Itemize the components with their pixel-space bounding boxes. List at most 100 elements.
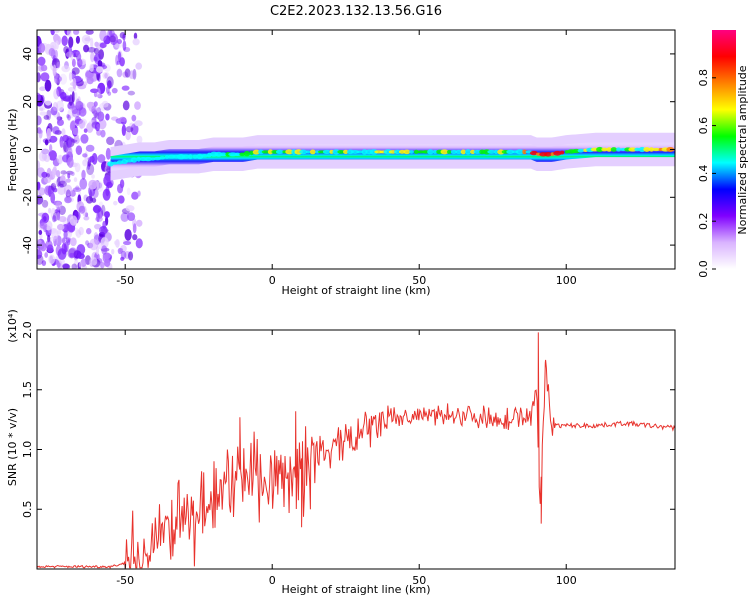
- noise-blob: [37, 254, 44, 266]
- noise-blob: [70, 237, 77, 247]
- noise-blob: [111, 87, 118, 94]
- noise-blob: [89, 238, 99, 251]
- noise-blob: [63, 184, 73, 196]
- noise-blob: [44, 139, 49, 146]
- band-hotspot: [652, 147, 661, 152]
- noise-blob: [59, 73, 68, 85]
- noise-blob: [39, 242, 47, 252]
- band-hotspot: [610, 147, 617, 152]
- noise-blob: [122, 100, 130, 111]
- noise-blob: [135, 62, 143, 70]
- colorbar-label: Normalized spectral amplitude: [736, 65, 749, 234]
- noise-blob: [52, 126, 60, 135]
- noise-blob: [81, 169, 86, 180]
- noise-blob: [44, 79, 52, 92]
- noise-blob: [83, 81, 88, 86]
- noise-blob: [37, 115, 42, 126]
- noise-blob: [90, 51, 95, 63]
- noise-blob: [118, 116, 127, 123]
- spectrogram-ticks: -50 0 50 100 -40 -20 0 20 40: [21, 30, 675, 287]
- noise-blob: [131, 191, 139, 200]
- noise-blob: [56, 212, 61, 221]
- noise-blob: [97, 154, 106, 163]
- band-hotspot: [470, 149, 476, 155]
- noise-blob: [109, 35, 116, 43]
- band-hotspot: [494, 149, 499, 154]
- colorbar-tick-label: 0.2: [697, 212, 710, 230]
- noise-blob: [132, 223, 137, 234]
- band-hotspot: [577, 148, 585, 153]
- snr-panel: -50 0 50 100 0.5 1.0 1.5 2.0 Height of straight…: [6, 309, 676, 596]
- noise-blob: [74, 92, 78, 101]
- noise-blob: [69, 215, 78, 226]
- noise-blob: [37, 65, 41, 72]
- band-hotspot: [343, 149, 349, 155]
- band-hotspot: [628, 147, 637, 152]
- noise-blob: [83, 128, 88, 133]
- noise-blob: [44, 100, 52, 106]
- noise-blob: [78, 107, 87, 117]
- noise-blob: [48, 254, 56, 265]
- noise-blob: [56, 223, 65, 231]
- noise-blob: [53, 200, 62, 206]
- x-tick-label: -50: [116, 274, 134, 287]
- noise-blob: [113, 200, 118, 206]
- figure-title: C2E2.2023.132.13.56.G16: [270, 4, 442, 19]
- band-hotspot: [432, 149, 438, 154]
- x-tick-label: 100: [556, 574, 577, 587]
- noise-blob: [41, 260, 47, 266]
- noise-blob: [44, 252, 49, 258]
- band-hotspot: [164, 155, 170, 159]
- noise-blob: [105, 113, 110, 121]
- band-hotspot: [144, 156, 153, 162]
- noise-blob: [73, 177, 78, 183]
- band-hotspot: [243, 150, 251, 157]
- noise-blob: [130, 123, 139, 136]
- noise-blob: [86, 76, 94, 85]
- noise-blob: [74, 258, 79, 268]
- noise-blob: [117, 183, 124, 194]
- noise-blob: [104, 73, 108, 79]
- band-hotspot: [299, 149, 308, 155]
- noise-blob: [59, 141, 64, 148]
- noise-blob: [109, 30, 115, 37]
- noise-blob: [45, 240, 53, 250]
- noise-blob: [121, 85, 130, 91]
- noise-blob: [61, 237, 66, 244]
- noise-blob: [67, 239, 71, 246]
- y-tick-label: 0.5: [21, 501, 34, 519]
- band-hotspot: [275, 149, 284, 155]
- noise-blob: [53, 88, 60, 100]
- noise-blob: [132, 234, 138, 241]
- noise-blob: [106, 136, 115, 146]
- noise-blob: [119, 57, 125, 67]
- noise-blob: [125, 130, 131, 141]
- noise-blob: [89, 155, 95, 163]
- snr-series-line: [37, 332, 675, 569]
- noise-blob: [68, 36, 74, 49]
- noise-blob: [60, 170, 67, 175]
- noise-blob: [58, 215, 67, 223]
- noise-blob: [71, 67, 80, 75]
- noise-blob: [61, 128, 66, 136]
- noise-blob: [99, 42, 107, 49]
- noise-blob: [37, 56, 46, 66]
- noise-blob: [37, 160, 41, 170]
- band-hotspot: [136, 156, 141, 162]
- noise-blob: [65, 51, 74, 58]
- noise-blob: [91, 105, 97, 115]
- noise-blob: [54, 30, 60, 33]
- colorbar-tick-label: 0.8: [697, 69, 710, 87]
- colorbar-gradient: [712, 30, 736, 269]
- snr-ticks: -50 0 50 100 0.5 1.0 1.5 2.0: [21, 321, 675, 587]
- noise-blob: [98, 111, 102, 123]
- noise-blob: [64, 241, 69, 253]
- noise-blob: [105, 86, 110, 94]
- noise-blob: [59, 183, 65, 188]
- noise-blob: [127, 90, 136, 96]
- noise-blob: [132, 38, 140, 46]
- x-tick-label: 0: [269, 274, 276, 287]
- band-hotspot: [214, 151, 223, 157]
- spectrogram-panel: -50 0 50 100 -40 -20 0 20 40 Height of straight …: [6, 29, 676, 297]
- noise-blob: [99, 225, 108, 235]
